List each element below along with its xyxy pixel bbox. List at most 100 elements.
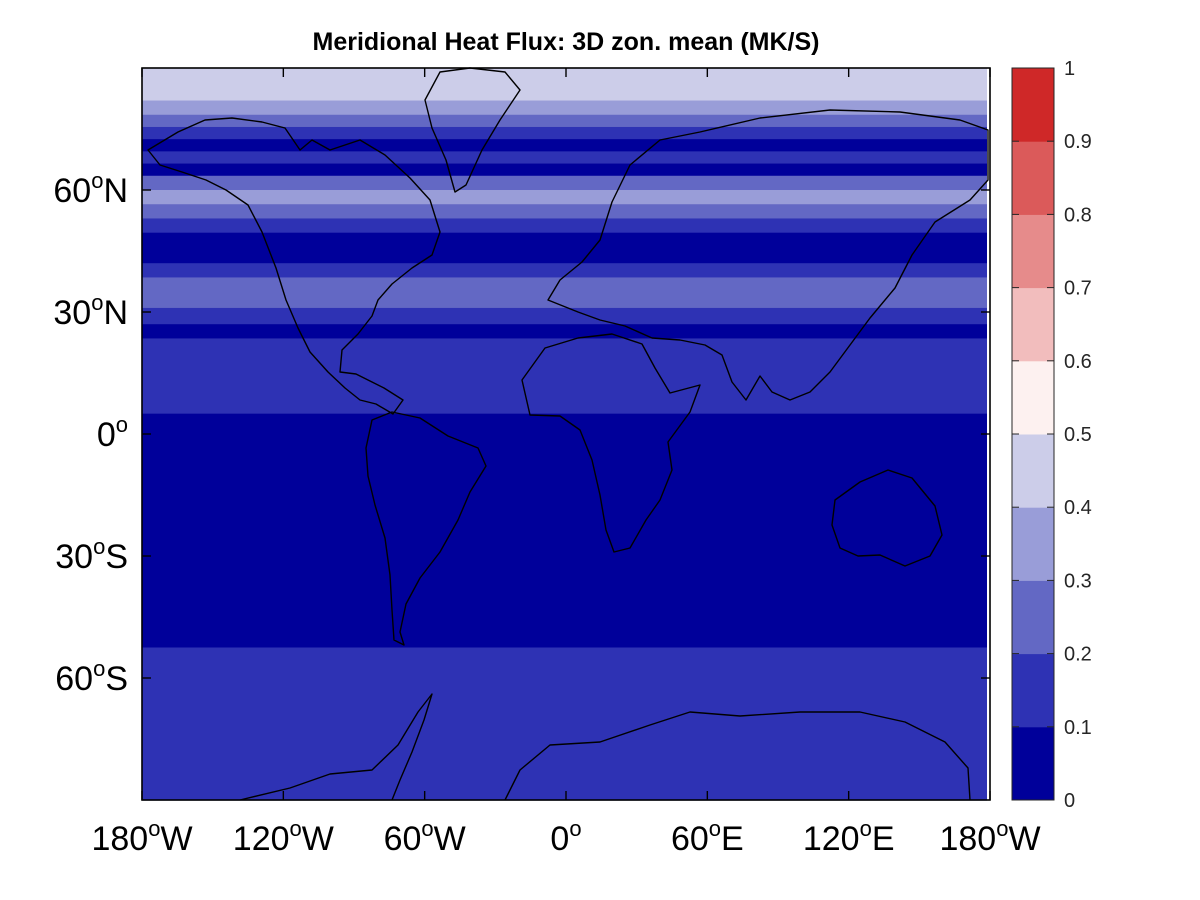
y-tick-label-degree: o [116,412,128,437]
x-tick-label-number: 60 [671,820,709,858]
coastline-eurasia [547,109,989,401]
data-band [142,263,987,279]
x-tick-label-number: 60 [384,820,422,858]
y-tick-label-degree: o [93,656,105,681]
colorbar-tick-label: 0.3 [1064,570,1092,592]
coastline-south-america [365,411,487,646]
y-tick-label-number: 60 [53,172,91,210]
map-axes: 180oW 120oW 60oW 0o 60oE 120oE 180oW 60oN30oN0… [53,67,1041,858]
data-band [142,190,987,205]
colorbar-tick-label: 0.4 [1064,497,1092,519]
chart-title: Meridional Heat Flux: 3D zon. mean (MK/S… [313,28,820,56]
colorbar-ticks: 0 0.1 0.2 0.3 0.4 0.5 0.6 0.7 0.8 0.9 1 [1012,58,1092,812]
coastline-greenland [424,67,521,193]
x-tick-label-degree: o [996,816,1008,841]
x-tick-label-hemisphere: W [434,820,466,858]
data-band [142,307,987,325]
x-tick-label-degree: o [148,816,160,841]
data-band [142,139,987,152]
x-tick-label-number: 0 [550,820,569,858]
y-tick-label-number: 0 [97,416,116,454]
x-tick-label-hemisphere: E [872,820,895,858]
y-tick-label-hemisphere: S [105,660,128,698]
y-tick-label-degree: o [93,534,105,559]
y-tick-label: 60oS [55,656,128,698]
x-tick-label-degree: o [709,816,721,841]
x-tick-label-hemisphere: W [1008,820,1040,858]
data-bands [142,68,987,801]
colorbar-segment [1012,214,1054,289]
x-tick-label-number: 180 [91,820,148,858]
colorbar-tick-label: 0.9 [1064,131,1092,153]
colorbar-segment [1012,507,1054,581]
y-tick-label-number: 30 [55,538,93,576]
coastline-africa [521,333,701,553]
y-tick-label-number: 30 [53,294,91,332]
colorbar-segment [1012,653,1054,728]
y-tick-label: 30oS [55,534,128,576]
x-tick-label-hemisphere: E [721,820,744,858]
colorbar-segment [1012,360,1054,435]
x-tick-label-number: 180 [939,820,996,858]
colorbar: 0 0.1 0.2 0.3 0.4 0.5 0.6 0.7 0.8 0.9 1 [1011,58,1092,812]
colorbar-segment [1012,434,1054,508]
colorbar-segment [1012,726,1054,801]
data-band [142,68,987,102]
colorbar-tick-label: 0.6 [1064,351,1092,373]
data-band [142,338,987,415]
x-tick-label: 120oE [803,816,895,858]
x-tick-label-degree: o [569,816,581,841]
colorbar-tick-label: 0 [1064,790,1075,812]
y-tick-label-hemisphere: S [105,538,128,576]
data-band [142,114,987,128]
colorbar-tick-label: 0.5 [1064,424,1092,446]
y-tick-label-hemisphere: N [103,172,128,210]
colorbar-tick-label: 0.2 [1064,644,1092,666]
colorbar-segments [1012,68,1054,801]
x-axis: 180oW 120oW 60oW 0o 60oE 120oE 180oW [91,68,1041,858]
y-tick-label-number: 60 [55,660,93,698]
x-tick-label-hemisphere: W [302,820,334,858]
colorbar-segment [1012,287,1054,362]
data-band [142,324,987,340]
y-tick-label-hemisphere: N [103,294,128,332]
data-band [142,151,987,165]
coastline-north-america [147,117,441,415]
coastline-antarctica [504,711,971,801]
data-band [142,204,987,220]
x-tick-label-number: 120 [233,820,290,858]
colorbar-segment [1012,141,1054,215]
data-band [142,647,987,801]
x-tick-label-degree: o [290,816,302,841]
coastlines [147,67,989,801]
y-tick-label: 30oN [53,290,128,332]
x-tick-label: 0o [550,816,581,858]
coastline-australia [831,469,943,567]
x-tick-label: 60oE [671,816,744,858]
x-tick-label-hemisphere: W [160,820,192,858]
x-tick-label: 60oW [384,816,466,858]
colorbar-segment [1012,68,1054,142]
y-tick-label: 60oN [53,168,128,210]
x-tick-label-degree: o [421,816,433,841]
x-tick-label: 180oW [91,816,192,858]
data-band [142,413,987,649]
y-tick-label-degree: o [91,290,103,315]
colorbar-tick-label: 0.7 [1064,278,1092,300]
x-tick-label: 120oW [233,816,334,858]
colorbar-tick-label: 1 [1064,58,1075,80]
colorbar-segment [1012,580,1054,655]
data-band [142,175,987,191]
x-tick-label-degree: o [860,816,872,841]
x-tick-label-number: 120 [803,820,860,858]
x-tick-label: 180oW [939,816,1040,858]
data-band [142,277,987,309]
y-tick-label: 0o [97,412,128,454]
data-band [142,218,987,234]
data-band [142,126,987,140]
coastline-antarctic-peninsula [239,693,433,801]
colorbar-tick-label: 0.1 [1064,717,1092,739]
y-tick-label-degree: o [91,168,103,193]
data-band [142,100,987,116]
